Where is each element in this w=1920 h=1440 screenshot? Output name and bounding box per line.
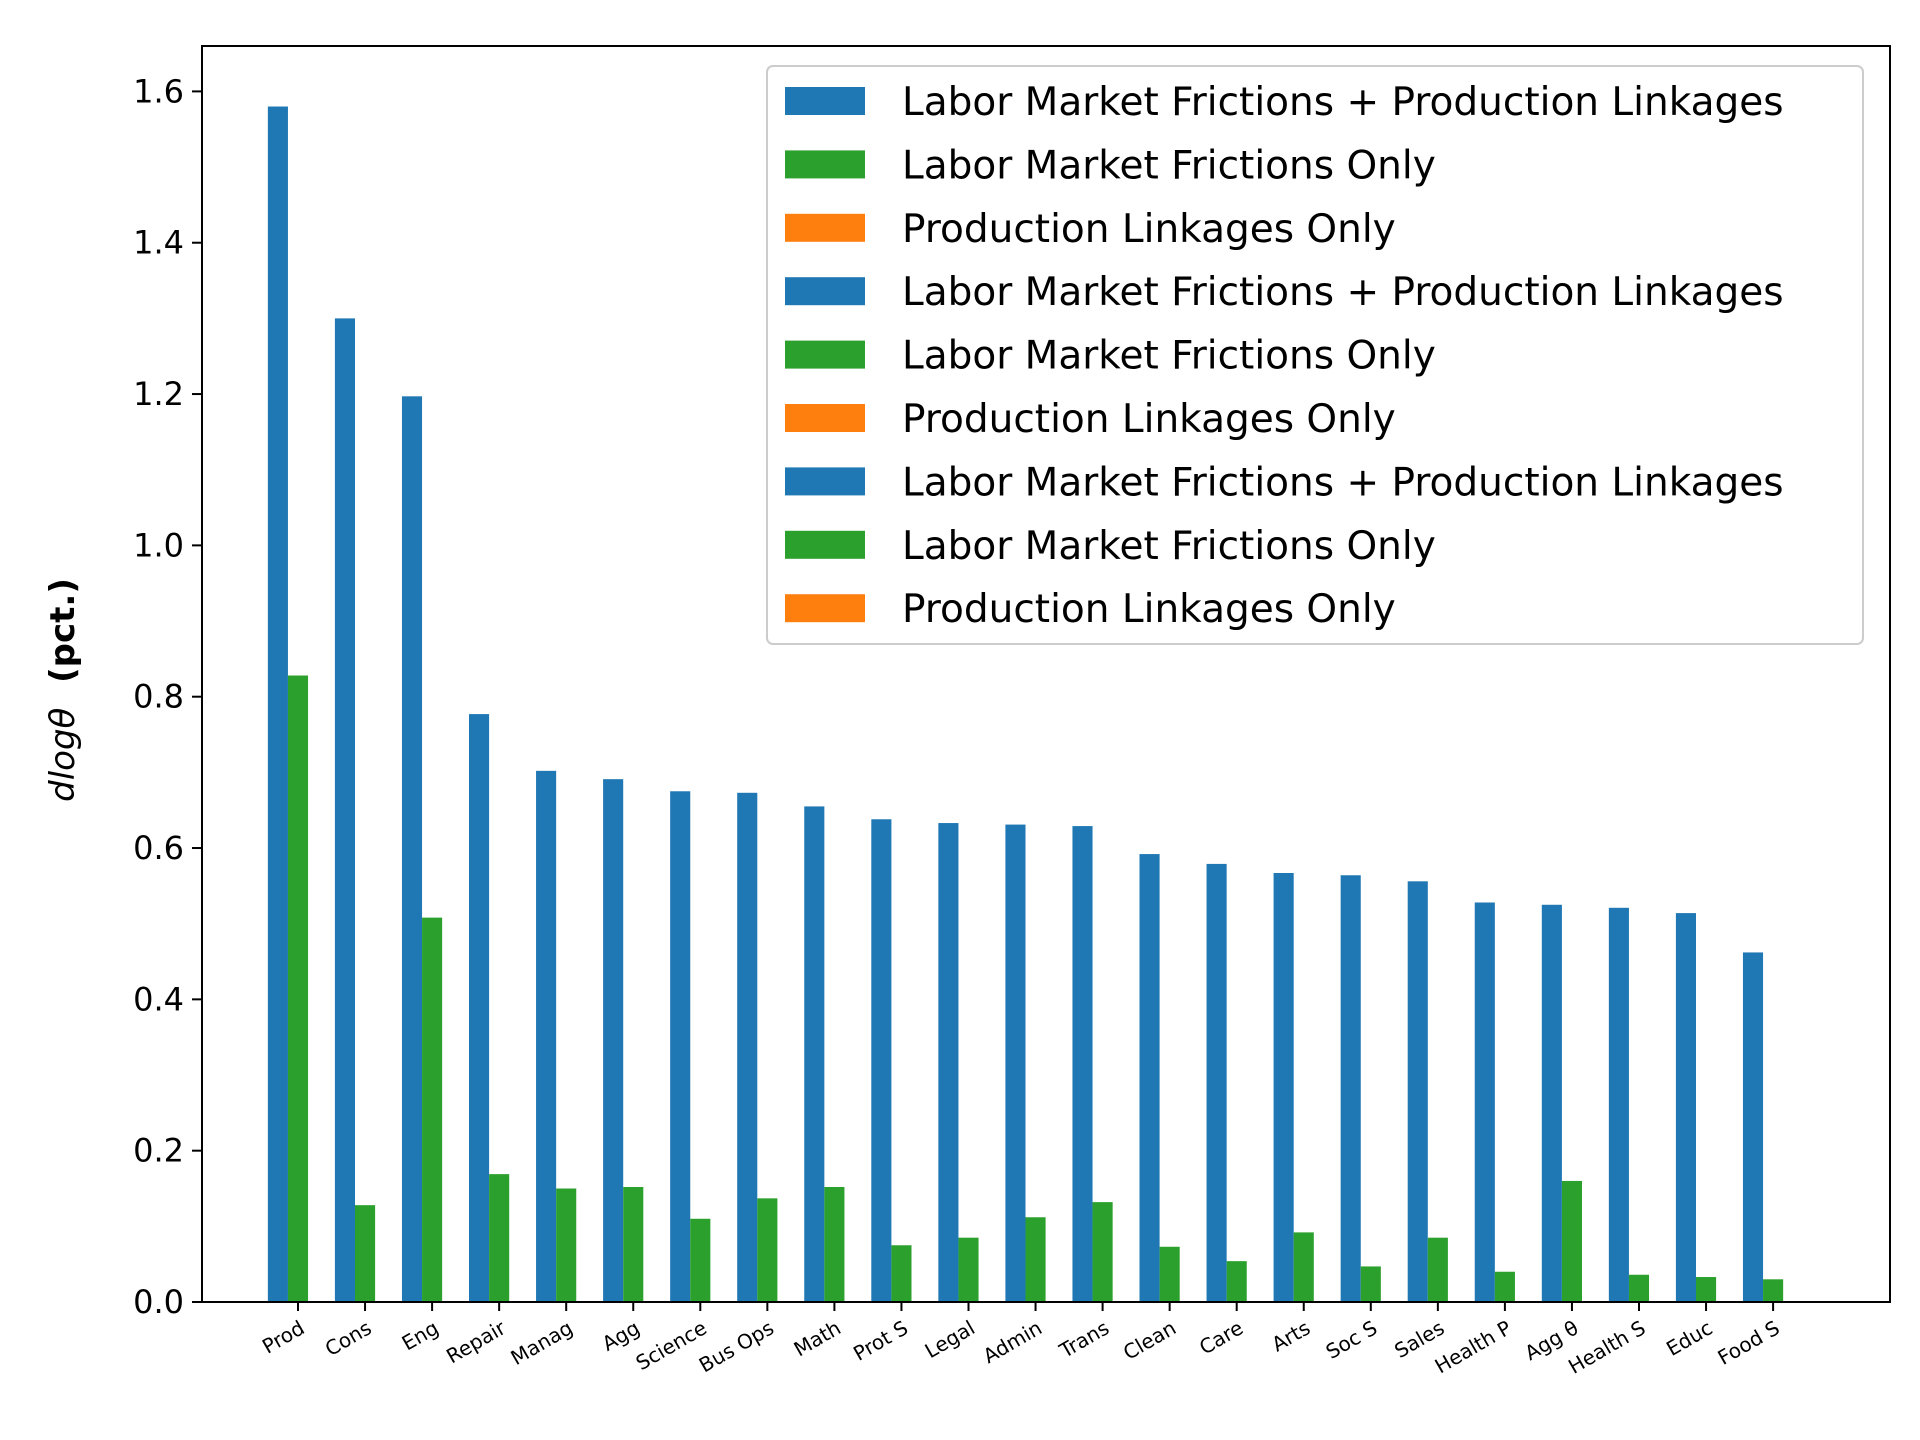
bar-frictions (958, 1237, 979, 1302)
bar-frictions (422, 917, 443, 1302)
bar-combined (1139, 854, 1160, 1302)
bar-combined (1675, 913, 1696, 1302)
bar-combined (469, 714, 490, 1302)
bar-combined (1005, 824, 1026, 1302)
bar-frictions (690, 1218, 711, 1302)
legend-swatch (785, 340, 865, 369)
legend-label: Production Linkages Only (902, 397, 1396, 442)
bar-frictions (623, 1186, 644, 1302)
bar-frictions (1763, 1279, 1784, 1302)
bar-frictions (1159, 1246, 1180, 1302)
legend-swatch (785, 594, 865, 623)
bar-frictions (1494, 1271, 1515, 1302)
y-tick-label: 1.2 (133, 375, 184, 413)
y-tick-label: 0.8 (133, 678, 184, 716)
y-axis-label-unit: (pct.) (43, 578, 83, 683)
bar-frictions (1092, 1202, 1113, 1302)
bar-combined (938, 823, 959, 1302)
bar-combined (1474, 902, 1495, 1302)
legend-label: Production Linkages Only (902, 207, 1396, 252)
bar-frictions (1025, 1217, 1046, 1302)
y-tick-label: 1.0 (133, 526, 184, 564)
legend-label: Production Linkages Only (902, 587, 1396, 632)
bar-frictions (287, 675, 309, 1302)
bar-combined (1608, 907, 1629, 1302)
y-axis-label: dlogθ (pct.) (43, 578, 83, 802)
bar-combined (1407, 881, 1428, 1302)
legend-label: Labor Market Frictions Only (902, 524, 1436, 569)
bar-frictions (556, 1188, 577, 1302)
legend-label: Labor Market Frictions + Production Link… (902, 80, 1784, 125)
bar-combined (1273, 872, 1294, 1302)
plot-frame (201, 45, 1891, 1303)
legend-swatch (785, 404, 865, 432)
legend-label: Labor Market Frictions + Production Link… (902, 460, 1784, 505)
bar-frictions (489, 1174, 510, 1302)
y-tick-label: 0.4 (133, 980, 184, 1018)
legend-swatch (785, 87, 865, 115)
bar-frictions (355, 1205, 376, 1302)
bars-group (267, 106, 1784, 1303)
legend-label: Labor Market Frictions Only (902, 143, 1436, 188)
legend-swatch (785, 213, 865, 242)
legend-swatch (785, 277, 865, 306)
bar-combined (267, 106, 288, 1302)
bar-frictions (1427, 1237, 1448, 1302)
bar-combined (536, 770, 557, 1302)
bar-combined (1541, 904, 1562, 1302)
legend-swatch (785, 530, 865, 559)
legend-box (766, 65, 1864, 645)
bar-combined (737, 792, 758, 1302)
bar-combined (1340, 875, 1361, 1302)
bar-frictions (891, 1245, 912, 1302)
y-tick-label: 1.6 (133, 72, 184, 110)
legend-label: Labor Market Frictions + Production Link… (902, 270, 1784, 315)
legend: Labor Market Frictions + Production Link… (766, 65, 1864, 645)
bar-combined (1072, 826, 1093, 1302)
y-tick-label: 0.6 (133, 829, 184, 867)
bar-frictions (757, 1198, 778, 1302)
bar-frictions (1360, 1266, 1381, 1302)
bar-frictions (824, 1186, 845, 1302)
bar-frictions (1628, 1274, 1650, 1302)
bar-combined (1206, 863, 1227, 1302)
bar-frictions (1293, 1232, 1314, 1302)
bar-frictions (1561, 1180, 1582, 1302)
bar-frictions (1696, 1277, 1717, 1302)
bar-combined (603, 779, 624, 1302)
legend-label: Labor Market Frictions Only (902, 334, 1436, 379)
y-axis: 0.0 0.2 0.4 0.6 0.8 1.0 1.2 1.4 1.6 (133, 72, 202, 1321)
bar-combined (1742, 952, 1764, 1302)
bar-frictions (1226, 1261, 1247, 1302)
bar-combined (670, 791, 691, 1302)
legend-swatch (785, 467, 865, 496)
legend-swatch (785, 150, 865, 179)
bar-combined (401, 396, 423, 1302)
bar-combined (871, 819, 892, 1302)
y-tick-label: 1.4 (133, 224, 184, 262)
y-axis-label-symbol: dlogθ (43, 707, 83, 801)
y-tick-label: 0.0 (133, 1283, 184, 1321)
bar-combined (804, 806, 825, 1302)
bar-combined (334, 318, 355, 1303)
y-tick-label: 0.2 (133, 1132, 184, 1170)
